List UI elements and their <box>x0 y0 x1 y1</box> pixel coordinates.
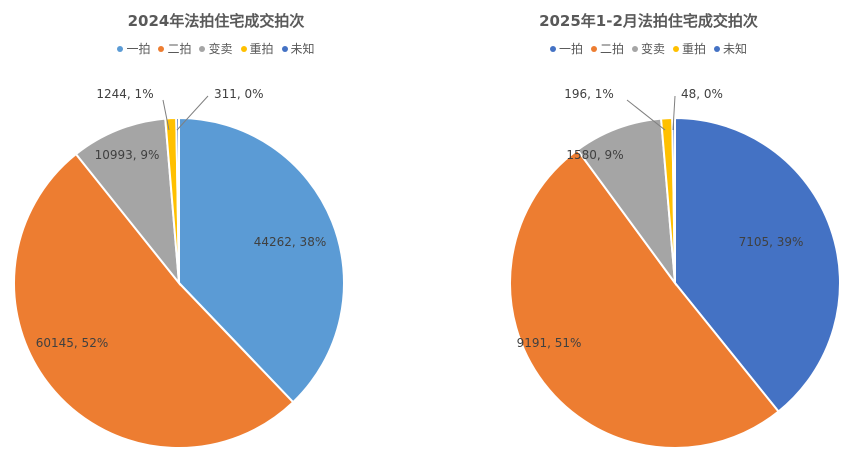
chart-legend: 一拍 二拍 变卖 重拍 未知 <box>432 40 865 57</box>
legend-marker <box>158 45 165 52</box>
legend-marker <box>673 45 679 52</box>
legend-marker <box>631 45 638 52</box>
legend-item-unknown: 未知 <box>281 40 315 57</box>
legend-marker <box>714 45 721 52</box>
legend-marker <box>199 45 206 52</box>
legend-label: 重拍 <box>249 42 274 56</box>
legend-label: 变卖 <box>208 42 233 56</box>
pie-chart-2024: 44262, 38% 60145, 52% 10993, 9% 1244, 1% 311… <box>13 87 345 449</box>
legend-item-unknown: 未知 <box>714 40 747 57</box>
legend-item-reauction: 重拍 <box>240 40 274 57</box>
legend-item-first: 一拍 <box>117 40 150 57</box>
legend-marker <box>549 45 556 52</box>
chart-legend: 一拍 二拍 变卖 重拍 未知 <box>0 40 432 57</box>
legend-label: 二拍 <box>167 42 192 56</box>
pie-slice <box>178 116 345 404</box>
legend-marker <box>240 45 247 52</box>
legend-item-first: 一拍 <box>549 40 583 57</box>
data-label: 60145, 52% <box>36 336 108 350</box>
pie-slice <box>509 148 780 449</box>
leader-line <box>626 99 666 131</box>
data-label: 1580, 9% <box>566 148 623 162</box>
legend-item-reauction: 重拍 <box>673 40 706 57</box>
data-label: 44262, 38% <box>254 235 326 249</box>
chart-panel-2025: 2025年1-2月法拍住宅成交拍次 一拍 二拍 变卖 重拍 未知 7105, 3… <box>432 0 865 456</box>
legend-item-second: 二拍 <box>158 40 191 57</box>
legend-item-second: 二拍 <box>590 40 624 57</box>
legend-label: 变卖 <box>640 42 665 56</box>
data-label: 1244, 1% <box>96 87 153 101</box>
legend-item-sale: 变卖 <box>631 40 665 57</box>
legend-label: 二拍 <box>599 42 624 56</box>
data-label: 7105, 39% <box>739 235 804 249</box>
data-label: 10993, 9% <box>95 148 160 162</box>
pie-slice <box>576 117 677 287</box>
legend-item-sale: 变卖 <box>199 40 233 57</box>
legend-label: 一拍 <box>126 42 151 56</box>
leader-line <box>162 99 170 131</box>
data-label: 9191, 51% <box>517 336 582 350</box>
legend-label: 一拍 <box>558 42 583 56</box>
chart-title: 2024年法拍住宅成交拍次 <box>127 12 305 30</box>
pie-slice <box>13 152 295 449</box>
pie-chart-2025: 7105, 39% 9191, 51% 1580, 9% 196, 1% 48, 0% <box>509 87 841 449</box>
leader-line <box>176 95 209 131</box>
pie-slice <box>74 117 181 287</box>
legend-marker <box>590 45 597 52</box>
data-label: 196, 1% <box>564 87 614 101</box>
chart-panel-2024: 2024年法拍住宅成交拍次 一拍 二拍 变卖 重拍 未知 44262, 38% 6… <box>0 0 432 456</box>
pie-slice <box>175 116 180 284</box>
legend-label: 未知 <box>290 42 315 56</box>
legend-marker <box>281 45 288 52</box>
chart-title: 2025年1-2月法拍住宅成交拍次 <box>539 12 758 30</box>
pie-slice <box>674 116 841 413</box>
leader-line <box>672 95 676 131</box>
legend-label: 重拍 <box>682 42 707 56</box>
data-label: 48, 0% <box>681 87 723 101</box>
data-label: 311, 0% <box>214 87 264 101</box>
legend-marker <box>117 45 124 52</box>
legend-label: 未知 <box>723 42 748 56</box>
